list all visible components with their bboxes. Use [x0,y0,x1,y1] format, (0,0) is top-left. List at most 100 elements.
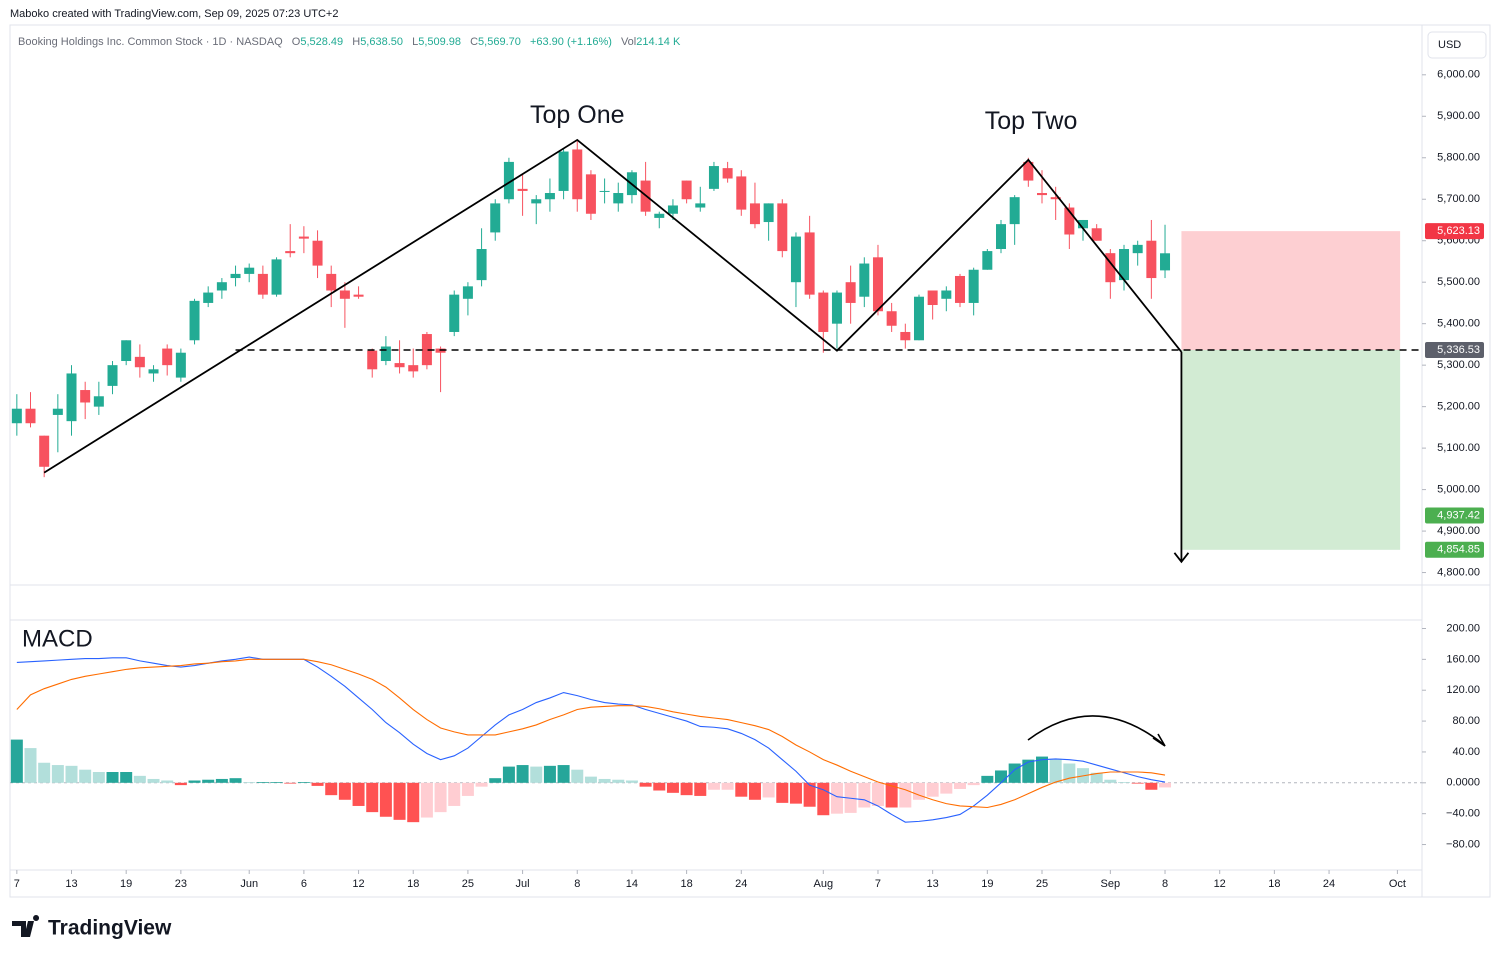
histogram-bar [161,780,174,783]
y-tick-label: 5,100.00 [1437,442,1480,454]
x-tick-label: Jul [516,878,530,890]
candle-body [107,365,118,386]
histogram-bar [981,775,994,783]
histogram-bar [366,782,379,813]
histogram-bar [133,775,146,783]
currency[interactable]: USD [1438,39,1461,51]
x-tick-label: 14 [626,878,638,890]
price-label: 5,336.53 [1437,344,1480,356]
candle-body [66,373,77,422]
credit: Maboko created with TradingView.com, Sep… [10,8,338,20]
candle-body [654,213,665,218]
candle-body [148,369,159,374]
x-tick-label: 8 [1162,878,1168,890]
histogram-bar [707,782,720,790]
candle-body [804,232,815,295]
histogram-bar [721,782,734,790]
histogram-bar [1145,782,1158,790]
x-tick-label: Oct [1389,878,1406,890]
candle-body [831,292,842,324]
y-tick-label: 6,000.00 [1437,69,1480,81]
candle-body [722,168,733,179]
candle-body [162,348,173,366]
y-tick-label: 5,500.00 [1437,276,1480,288]
price-label-bg [1425,507,1484,524]
candle-body [11,408,22,424]
histogram-bar [174,782,187,786]
histogram-bar [653,782,666,791]
histogram-bar [584,776,597,783]
macd-line [16,658,1166,809]
candle-body [544,193,555,200]
candle-body [845,282,856,303]
candle-body [872,257,883,312]
histogram-bar [434,782,447,813]
candle-body [271,259,282,295]
candle-body [134,356,145,368]
currency-button[interactable] [1427,31,1487,59]
histogram-bar [188,780,201,783]
y-tick-label: 160.00 [1446,653,1480,665]
histogram-bar [1036,756,1049,783]
histogram-bar [967,782,980,786]
macd-line [16,656,1166,823]
histogram-bar [762,782,775,798]
candle-body [380,346,391,362]
quote-label: L [412,36,418,48]
candle-body [367,350,378,370]
candle-body [1132,244,1143,254]
candle-body [941,290,952,299]
histogram-bar [475,782,488,787]
candle-body [1064,207,1075,235]
quote-value: 5,569.70 [478,36,521,48]
candle-body [763,203,774,223]
candle-body [490,203,501,233]
candle-body [927,290,938,306]
x-tick-label: 12 [1214,878,1226,890]
histogram-bar [65,765,78,783]
stop-zone [1181,231,1401,351]
candle-body [52,408,63,415]
candle-body [954,275,965,303]
target-zone [1181,350,1401,550]
x-tick-label: 19 [981,878,993,890]
x-tick-label: 6 [301,878,307,890]
candle-body [408,365,419,372]
candle-body [749,203,760,225]
x-tick-label: 8 [574,878,580,890]
x-tick-label: 25 [1036,878,1048,890]
symbol: Booking Holdings Inc. Common Stock · 1D … [18,36,283,48]
histogram-bar [215,778,228,783]
histogram-bar [393,782,406,820]
histogram-bar [612,779,625,783]
histogram-bar [926,782,939,797]
candle-body [995,224,1006,250]
histogram-bar [803,782,816,807]
histogram-bar [912,782,925,800]
candle-body [394,363,405,368]
histogram-bar [297,782,310,783]
candle-body [25,408,36,424]
histogram-bar [557,765,570,783]
quote-value: 5,638.50 [360,36,403,48]
candle-body [39,435,50,467]
candle-body [1119,249,1130,281]
candle-body [900,331,911,341]
x-tick-label: Sep [1101,878,1121,890]
histogram-bar [51,765,64,783]
histogram-bar [639,782,652,787]
histogram-bar [448,782,461,806]
candle-body [1037,193,1048,196]
candle-body [421,334,432,366]
histogram-bar [489,778,502,783]
candle-body [681,180,692,200]
histogram-bar [625,780,638,783]
x-tick-label: 18 [1268,878,1280,890]
candle-body [503,161,514,200]
candle-body [585,174,596,214]
candle-body [216,282,227,291]
candle-body [1105,253,1116,283]
histogram-bar [871,782,884,806]
histogram-bar [38,762,51,783]
y-tick-label: 5,300.00 [1437,359,1480,371]
